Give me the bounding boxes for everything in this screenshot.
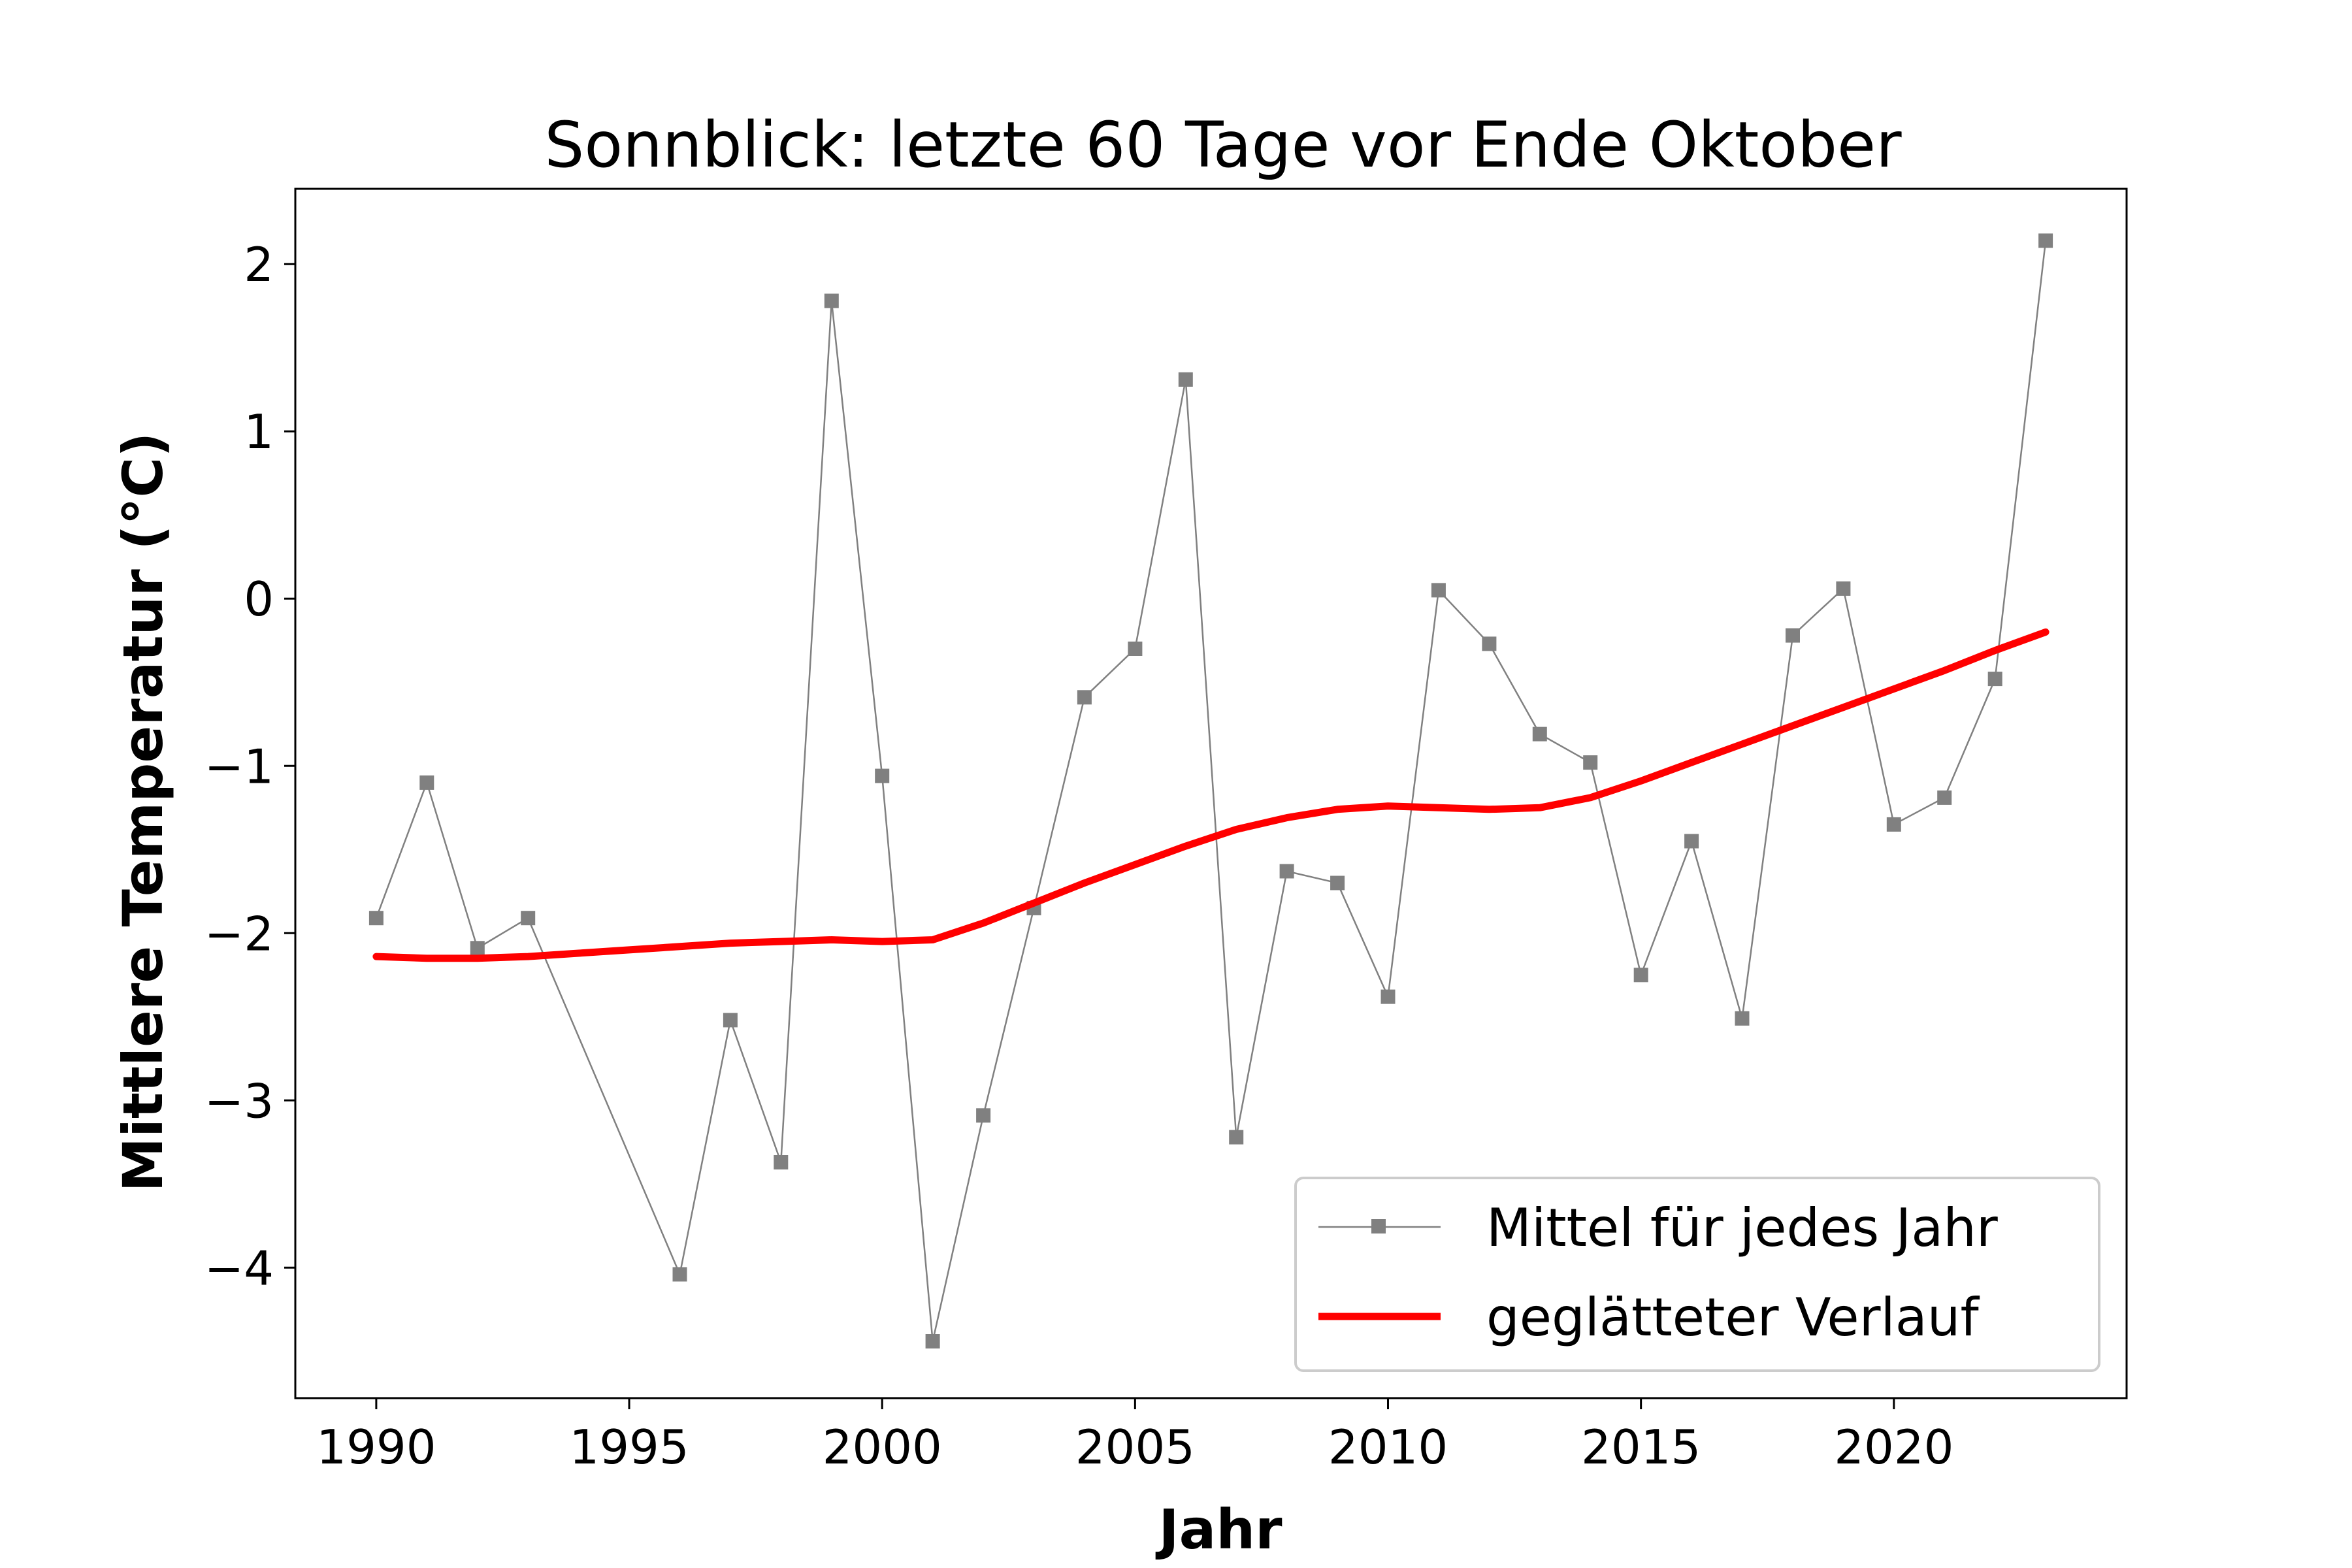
data-point-1990 bbox=[368, 911, 384, 926]
series-line-smoothed bbox=[372, 628, 2050, 962]
x-tick-label-1995: 1995 bbox=[569, 1420, 689, 1475]
data-point-1996 bbox=[672, 1267, 687, 1282]
legend-frame bbox=[1294, 1177, 2100, 1372]
x-axis-ticks: 1990 1995 2000 2005 2010 2015 2020 bbox=[316, 1398, 1953, 1475]
data-point-2015 bbox=[1633, 968, 1648, 983]
data-point-2000 bbox=[875, 768, 890, 783]
data-point-2006 bbox=[1178, 372, 1193, 387]
y-tick-label--3: −3 bbox=[204, 1073, 274, 1128]
y-tick-label-1: 1 bbox=[244, 404, 274, 459]
y-tick-label--4: −4 bbox=[204, 1241, 274, 1296]
x-tick-label-2005: 2005 bbox=[1075, 1420, 1195, 1475]
data-point-2004 bbox=[1077, 690, 1092, 705]
y-axis-title: Mittlere Temperatur (°C) bbox=[111, 433, 175, 1192]
y-tick-label--2: −2 bbox=[204, 906, 274, 961]
data-point-2011 bbox=[1431, 583, 1446, 598]
data-point-1998 bbox=[774, 1155, 789, 1169]
data-point-2002 bbox=[976, 1108, 991, 1123]
legend: Mittel für jedes Jahr geglätteter Verlau… bbox=[1294, 1177, 2100, 1372]
data-point-2018 bbox=[1786, 628, 1800, 643]
x-tick-label-2000: 2000 bbox=[823, 1420, 942, 1475]
y-tick-label-0: 0 bbox=[244, 572, 274, 627]
x-tick-label-2010: 2010 bbox=[1328, 1420, 1448, 1475]
chart-title: Sonnblick: letzte 60 Tage vor Ende Oktob… bbox=[544, 108, 1902, 182]
data-point-1991 bbox=[419, 775, 434, 790]
data-point-2016 bbox=[1684, 834, 1699, 849]
series-line-annual-mean bbox=[375, 240, 2047, 1342]
y-axis-ticks: −4 −3 −2 −1 0 1 2 bbox=[204, 237, 295, 1296]
y-tick-label--1: −1 bbox=[204, 739, 274, 794]
data-point-2007 bbox=[1229, 1130, 1244, 1145]
x-axis-title: Jahr bbox=[1155, 1497, 1282, 1561]
data-point-2017 bbox=[1735, 1011, 1750, 1026]
data-point-1992 bbox=[470, 941, 485, 956]
data-point-2023 bbox=[2038, 233, 2053, 248]
legend-label-annual: Mittel für jedes Jahr bbox=[1486, 1198, 1998, 1258]
data-point-2014 bbox=[1583, 755, 1598, 770]
data-point-2021 bbox=[1937, 790, 1952, 805]
data-point-2013 bbox=[1532, 727, 1547, 742]
x-tick-label-2015: 2015 bbox=[1581, 1420, 1701, 1475]
data-point-2012 bbox=[1482, 636, 1497, 651]
legend-marker-square-annual bbox=[1371, 1219, 1386, 1233]
legend-label-smoothed: geglätteter Verlauf bbox=[1486, 1287, 1980, 1348]
data-point-2010 bbox=[1380, 989, 1396, 1004]
data-point-2022 bbox=[1987, 672, 2002, 687]
data-point-2019 bbox=[1836, 581, 1851, 596]
data-point-2009 bbox=[1330, 875, 1345, 890]
data-point-2020 bbox=[1886, 817, 1901, 832]
x-tick-label-1990: 1990 bbox=[316, 1420, 436, 1475]
data-point-2005 bbox=[1128, 642, 1143, 656]
y-tick-label-2: 2 bbox=[244, 237, 274, 292]
data-point-2008 bbox=[1279, 864, 1294, 879]
data-point-1999 bbox=[824, 293, 839, 308]
data-point-2001 bbox=[925, 1334, 940, 1348]
plot-area bbox=[294, 188, 2128, 1399]
data-point-1993 bbox=[521, 911, 536, 926]
x-tick-label-2020: 2020 bbox=[1834, 1420, 1953, 1475]
plot-frame bbox=[294, 188, 2128, 1399]
data-point-1997 bbox=[723, 1013, 738, 1028]
